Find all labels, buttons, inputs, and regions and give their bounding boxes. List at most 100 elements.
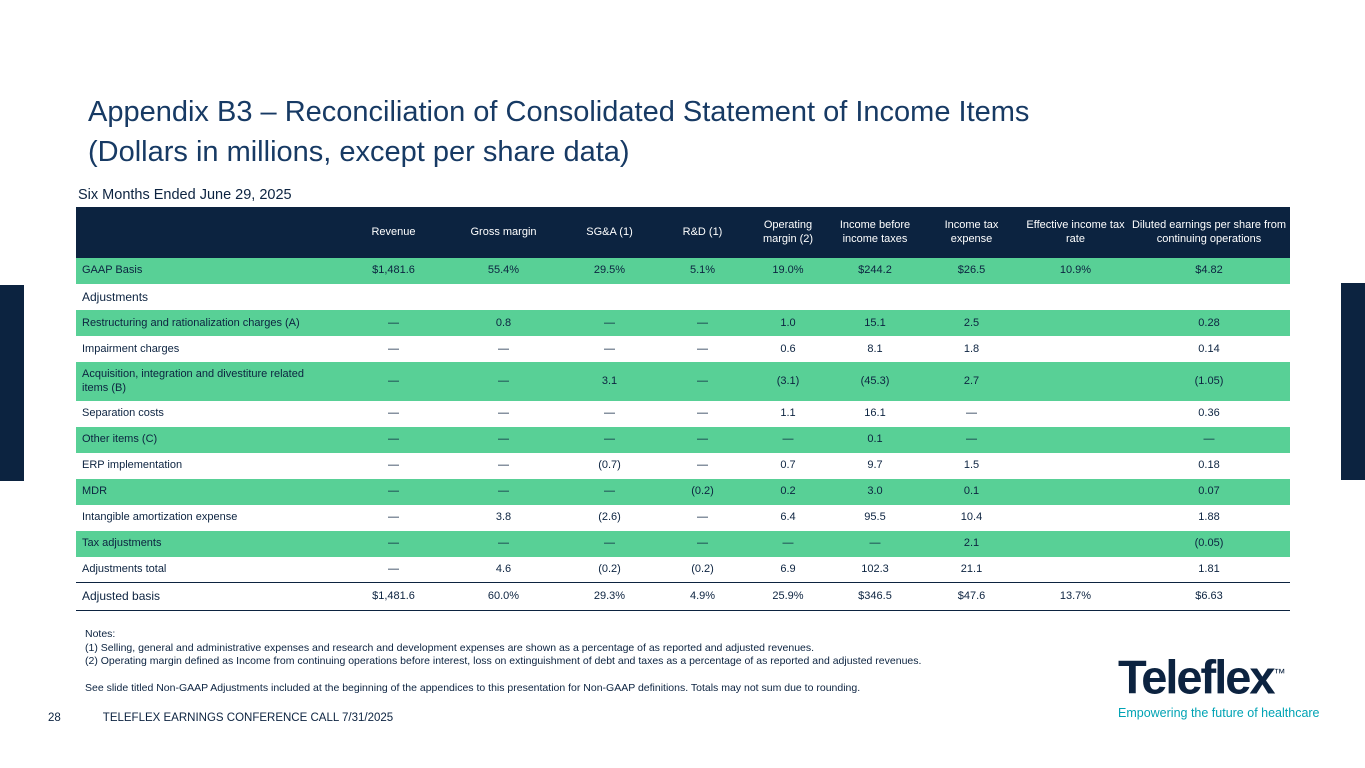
- table-cell: —: [340, 400, 447, 427]
- table-cell: 29.5%: [560, 258, 659, 284]
- table-cell: [447, 284, 560, 311]
- note-2: (2) Operating margin defined as Income f…: [85, 655, 922, 667]
- table-row: MDR — — — (0.2) 0.2 3.0 0.1 0.07: [76, 478, 1290, 505]
- row-label: MDR: [76, 478, 340, 505]
- table-cell: —: [920, 400, 1023, 427]
- table-cell: 8.1: [830, 336, 920, 363]
- table-cell: 0.18: [1128, 452, 1290, 479]
- row-label: Adjustments total: [76, 556, 340, 584]
- table-cell: —: [560, 426, 659, 453]
- table-cell: [1023, 556, 1128, 584]
- table-cell: 95.5: [830, 504, 920, 531]
- table-cell: [1023, 452, 1128, 479]
- right-accent-bar: [1341, 283, 1365, 480]
- table-cell: 13.7%: [1023, 582, 1128, 611]
- reconciliation-table: Revenue Gross margin SG&A (1) R&D (1) Operat…: [76, 207, 1290, 611]
- table-cell: 0.36: [1128, 400, 1290, 427]
- table-cell: 1.88: [1128, 504, 1290, 531]
- logo-wordmark-text: Teleflex: [1118, 650, 1276, 704]
- table-cell: —: [447, 336, 560, 363]
- table-cell: —: [340, 530, 447, 557]
- table-cell: (2.6): [560, 504, 659, 531]
- column-header: Income tax expense: [920, 207, 1023, 258]
- table-cell: 0.8: [447, 310, 560, 337]
- column-header: SG&A (1): [560, 207, 659, 258]
- column-header: R&D (1): [659, 207, 746, 258]
- row-label: Separation costs: [76, 400, 340, 427]
- table-row: Intangible amortization expense —3.8 (2.6)…: [76, 504, 1290, 531]
- table-row: GAAP Basis $1,481.6 55.4% 29.5% 5.1% 19.0% $24…: [76, 258, 1290, 284]
- table-cell: —: [659, 310, 746, 337]
- table-cell: —: [659, 452, 746, 479]
- table-cell: 4.9%: [659, 582, 746, 611]
- table-row: Acquisition, integration and divestiture…: [76, 362, 1290, 401]
- table-row: Other items (C) — — — — —0.1— —: [76, 426, 1290, 453]
- table-row: Adjustments: [76, 284, 1290, 311]
- column-header: Operating margin (2): [746, 207, 830, 258]
- table-cell: —: [340, 556, 447, 584]
- table-cell: (1.05): [1128, 362, 1290, 401]
- table-cell: 3.0: [830, 478, 920, 505]
- title-line-2: (Dollars in millions, except per share d…: [88, 136, 630, 168]
- table-row: Impairment charges — — — —0.6 8.1 1.8 0.14: [76, 336, 1290, 363]
- table-cell: (0.7): [560, 452, 659, 479]
- table-cell: [1128, 284, 1290, 311]
- table-cell: 0.1: [920, 478, 1023, 505]
- table-cell: 0.1: [830, 426, 920, 453]
- column-header: Effective income tax rate: [1023, 207, 1128, 258]
- table-cell: —: [659, 336, 746, 363]
- table-cell: $6.63: [1128, 582, 1290, 611]
- table-cell: [1023, 362, 1128, 401]
- table-cell: —: [447, 362, 560, 401]
- teleflex-logo: Teleflex™ Empowering the future of healt…: [1118, 648, 1328, 720]
- column-header: Revenue: [340, 207, 447, 258]
- table-cell: 6.9: [746, 556, 830, 584]
- table-cell: 2.1: [920, 530, 1023, 557]
- table-row: Restructuring and rationalization charge…: [76, 310, 1290, 337]
- table-cell: (0.2): [659, 556, 746, 584]
- table-cell: —: [340, 478, 447, 505]
- left-accent-bar: [0, 285, 24, 481]
- table-caption: Six Months Ended June 29, 2025: [78, 187, 292, 203]
- table-cell: 10.4: [920, 504, 1023, 531]
- table-cell: [1023, 530, 1128, 557]
- table-cell: 0.6: [746, 336, 830, 363]
- table-cell: 60.0%: [447, 582, 560, 611]
- column-header: Diluted earnings per share from continui…: [1128, 207, 1290, 258]
- table-cell: [1023, 426, 1128, 453]
- table-cell: [1023, 284, 1128, 311]
- table-row: Tax adjustments — — — — — —2.1 (0.05): [76, 530, 1290, 557]
- table-cell: 0.7: [746, 452, 830, 479]
- column-header: Gross margin: [447, 207, 560, 258]
- table-cell: $1,481.6: [340, 258, 447, 284]
- table-row: Separation costs — — — —1.1 16.1—0.36: [76, 400, 1290, 427]
- table-cell: —: [659, 504, 746, 531]
- table-cell: 4.6: [447, 556, 560, 584]
- table-row: ERP implementation — — (0.7) —0.7 9.7 1.5 0.18: [76, 452, 1290, 479]
- table-cell: 1.8: [920, 336, 1023, 363]
- note-1: (1) Selling, general and administrative …: [85, 641, 815, 654]
- table-cell: 16.1: [830, 400, 920, 427]
- row-label: Restructuring and rationalization charge…: [76, 310, 340, 337]
- table-cell: 15.1: [830, 310, 920, 337]
- table-cell: 21.1: [920, 556, 1023, 584]
- row-label: Intangible amortization expense: [76, 504, 340, 531]
- table-cell: —: [447, 452, 560, 479]
- table-cell: 0.07: [1128, 478, 1290, 505]
- table-cell: —: [340, 362, 447, 401]
- table-cell: 0.14: [1128, 336, 1290, 363]
- table-cell: $26.5: [920, 258, 1023, 284]
- column-header: Income before income taxes: [830, 207, 920, 258]
- table-cell: 19.0%: [746, 258, 830, 284]
- table-row: Adjusted basis $1,481.6 60.0% 29.3% 4.9% 25.9…: [76, 582, 1290, 611]
- slide-footer: 28 TELEFLEX EARNINGS CONFERENCE CALL 7/3…: [48, 712, 393, 724]
- table-cell: (0.2): [560, 556, 659, 584]
- table-cell: $47.6: [920, 582, 1023, 611]
- logo-tagline: Empowering the future of healthcare: [1118, 705, 1320, 720]
- row-label: Impairment charges: [76, 336, 340, 363]
- notes-block: Notes: (1) Selling, general and administ…: [85, 628, 1055, 695]
- logo-wordmark: Teleflex™: [1118, 648, 1328, 703]
- table-cell: —: [560, 336, 659, 363]
- table-cell: —: [340, 310, 447, 337]
